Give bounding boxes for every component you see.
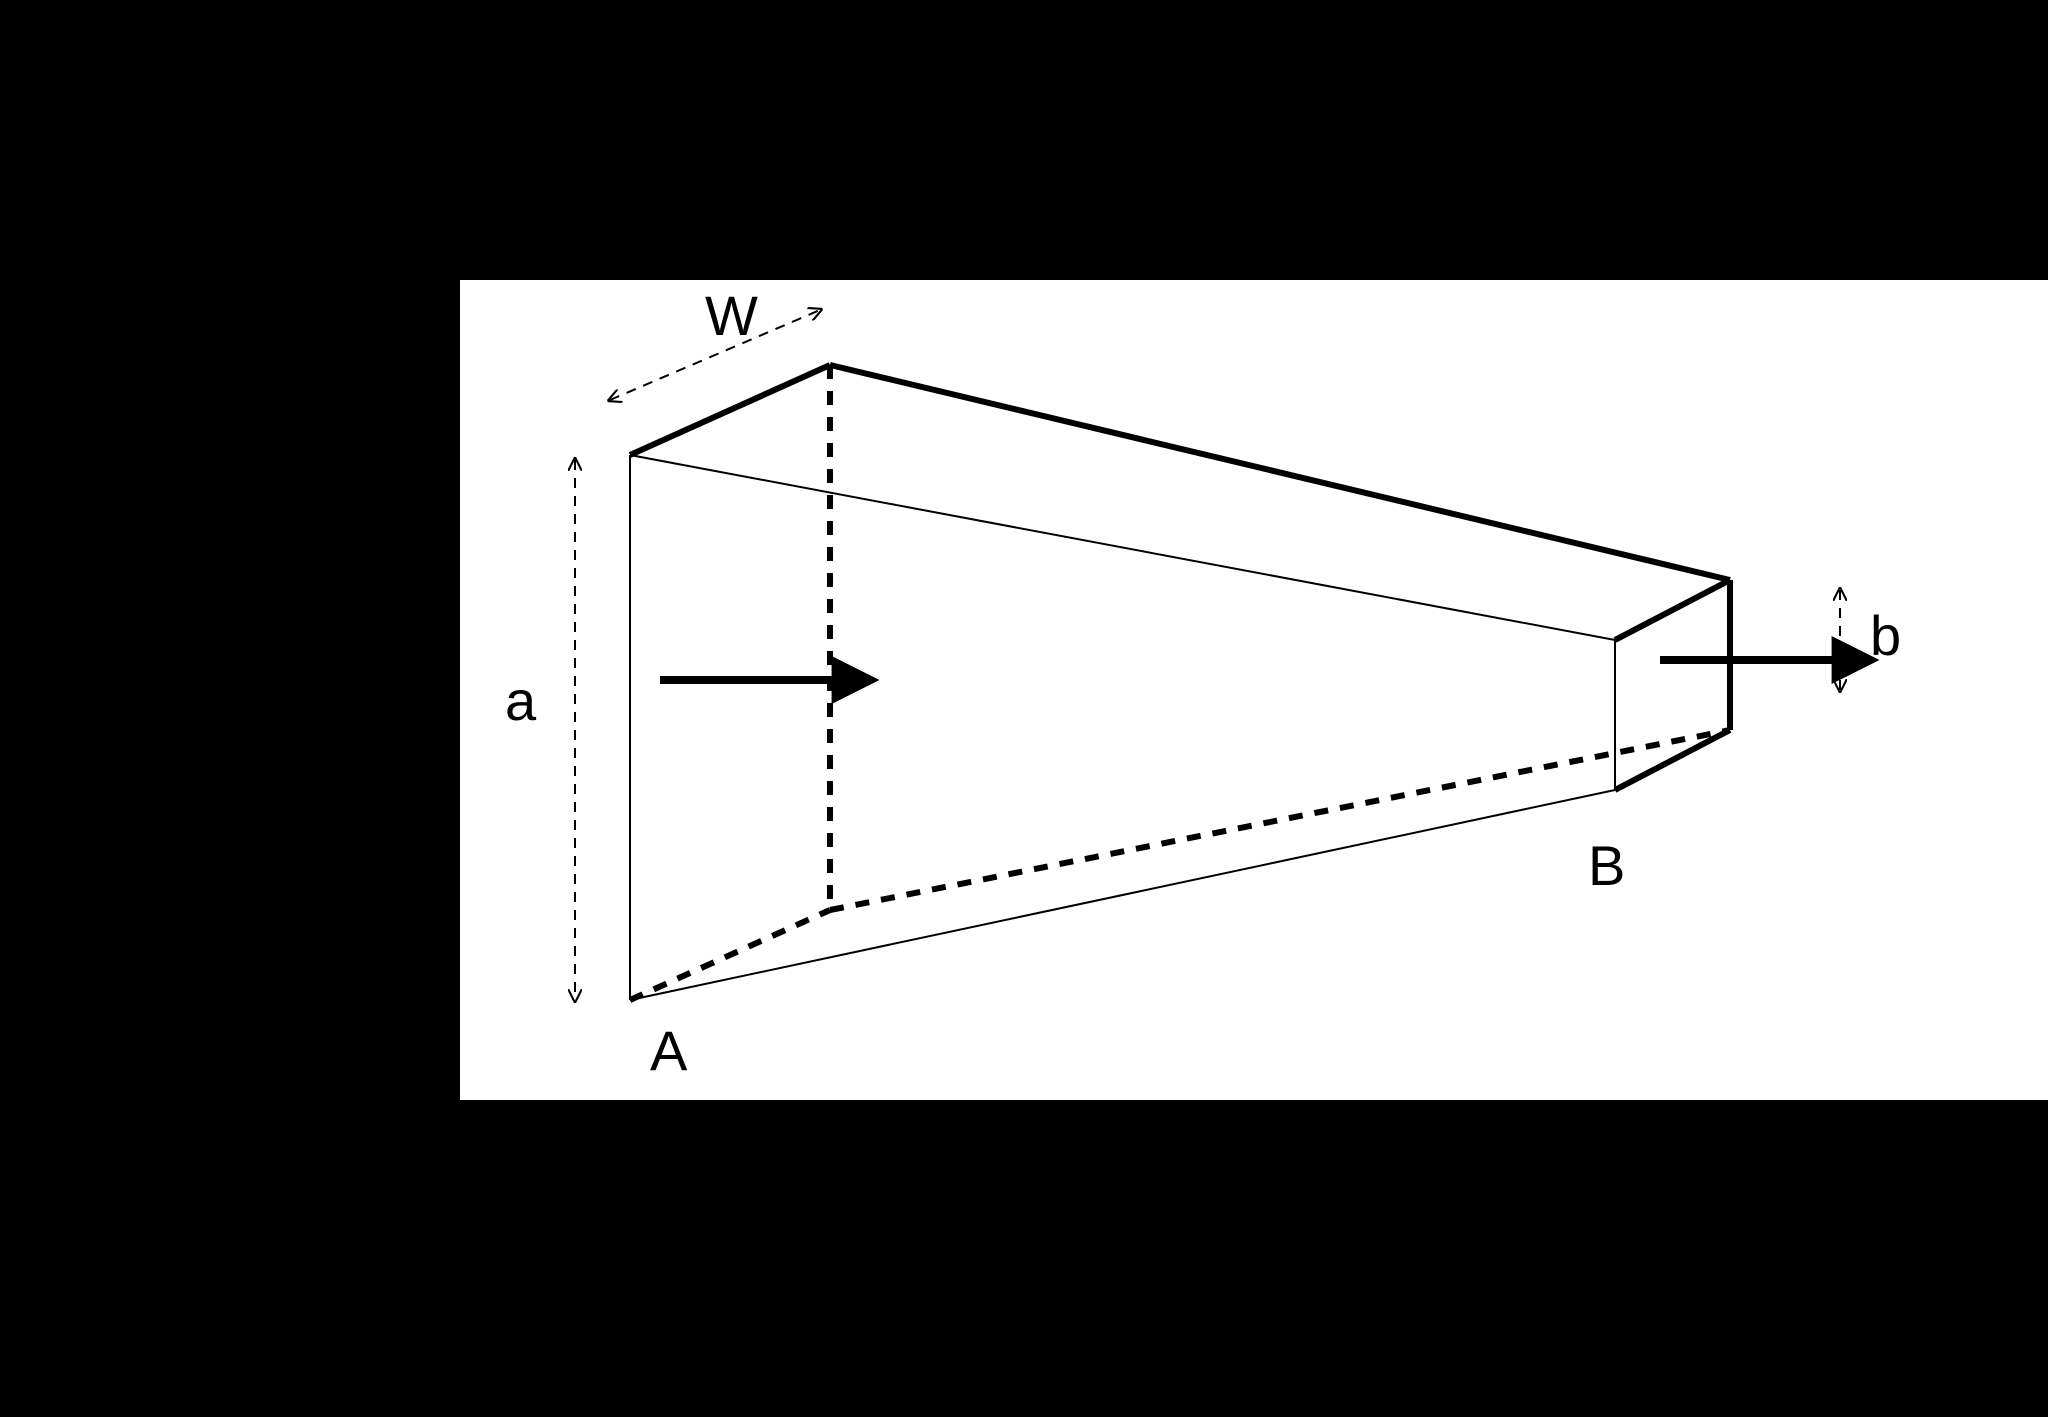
label-big-b: B [1588,834,1625,897]
edge-top-front [630,455,1615,640]
label-b: b [1870,604,1901,667]
label-big-a: A [650,1019,688,1082]
label-w: W [705,284,758,347]
edge-top-right-depth [1615,580,1730,640]
edge-left-bottom-depth [630,910,830,1000]
edge-top-back [830,365,1730,580]
diagram-canvas: Wa b A B [0,0,2048,1417]
label-a: a [505,669,537,732]
edge-front-bottom [630,790,1615,1000]
diagram-svg: Wa b A B [0,0,2048,1417]
